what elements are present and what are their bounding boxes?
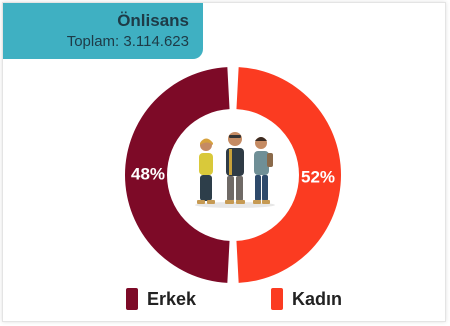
slice-label-erkek: 48% <box>131 164 165 183</box>
slice-label-kadin: 52% <box>301 167 335 186</box>
chart-title: Önlisans <box>117 11 189 30</box>
donut-chart: 48% 52% <box>125 67 341 283</box>
legend-label-erkek: Erkek <box>147 288 197 309</box>
legend-label-kadin: Kadın <box>292 288 343 309</box>
donut-ring <box>125 67 341 283</box>
slice-erkek <box>125 67 230 283</box>
slice-kadin <box>236 67 341 283</box>
legend-item-erkek: Erkek <box>126 288 196 310</box>
students-group-icon <box>195 132 275 208</box>
chart-total: Toplam: 3.114.623 <box>66 33 189 50</box>
legend-swatch-erkek <box>126 288 138 310</box>
legend-swatch-kadin <box>271 288 283 310</box>
legend-item-kadin: Kadın <box>271 288 342 310</box>
legend: Erkek Kadın <box>3 288 445 318</box>
chart-card: Önlisans Toplam: 3.114.623 <box>2 2 446 322</box>
title-box: Önlisans Toplam: 3.114.623 <box>3 3 203 59</box>
